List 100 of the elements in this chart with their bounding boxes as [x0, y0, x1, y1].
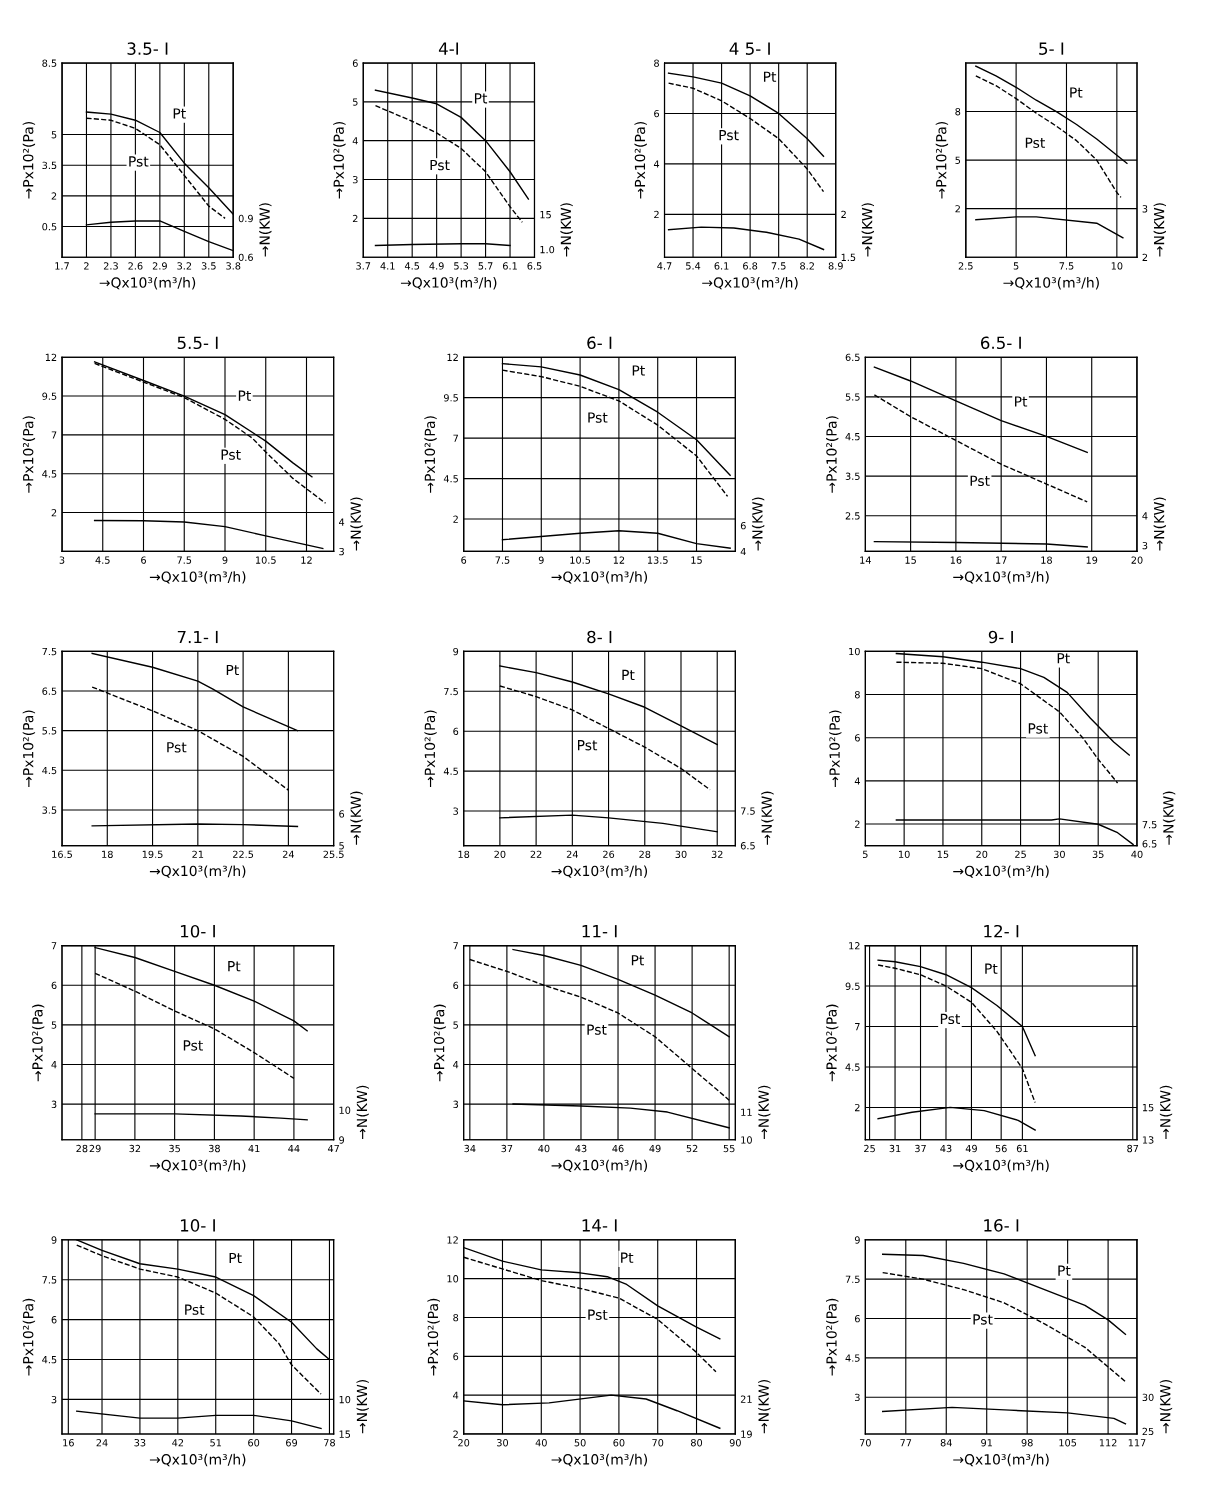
x-axis-title: →Qx10³(m³/h)	[149, 865, 246, 878]
x-tick-label: 6.8	[743, 262, 758, 270]
x-tick-label: 10.5	[570, 556, 591, 564]
x-tick-label: 26	[603, 850, 615, 858]
chart-title: 16- I	[984, 1219, 1019, 1232]
x-tick-label: 18	[1041, 556, 1052, 564]
y-axis-title: →Px10²(Pa)	[433, 1004, 447, 1082]
y-tick-label: 9.5	[845, 982, 860, 990]
y2-axis-title: →N(KW)	[560, 203, 573, 257]
x-tick-label: 90	[729, 1439, 741, 1447]
y-tick-label: 6.5	[845, 353, 860, 362]
x-tick-label: 6.1	[502, 262, 517, 270]
x-tick-label: 70	[859, 1439, 871, 1447]
y-tick-label: 12	[45, 353, 57, 361]
y-tick-label: 6	[654, 109, 660, 118]
chart-title: 9- I	[988, 630, 1013, 644]
x-tick-label: 6.5	[527, 262, 542, 270]
x-tick-label: 6	[141, 556, 146, 564]
x-tick-label: 7.5	[1059, 262, 1074, 270]
y-tick-label: 10	[447, 1275, 459, 1283]
y2-tick-label: 11	[741, 1108, 752, 1116]
y-tick-label: 12	[447, 1236, 458, 1244]
x-tick-label: 12	[613, 556, 625, 564]
x-tick-label: 3.8	[226, 262, 241, 270]
y-tick-label: 4.5	[42, 1356, 57, 1364]
x-tick-label: 25	[1015, 850, 1026, 858]
y2-axis-title: →N(KW)	[1153, 497, 1166, 551]
y-tick-label: 6	[453, 727, 459, 736]
y-tick-label: 4	[453, 1391, 459, 1399]
y-tick-label: 5	[51, 1021, 57, 1029]
series-label: Pt	[226, 664, 239, 676]
x-tick-label: 87	[1127, 1144, 1139, 1153]
series-label: Pst	[1025, 137, 1045, 148]
x-axis-title: →Qx10³(m³/h)	[953, 571, 1049, 584]
x-tick-label: 51	[210, 1439, 222, 1447]
x-tick-label: 32	[711, 850, 723, 858]
y-tick-label: 7	[51, 942, 57, 950]
y2-axis-title: →N(KW)	[259, 203, 272, 257]
y-tick-label: 3.5	[42, 161, 57, 170]
series-label: Pt	[1057, 653, 1070, 664]
y2-tick-label: 3	[1142, 541, 1148, 550]
x-tick-label: 10.5	[255, 556, 276, 564]
x-tick-label: 19.5	[142, 850, 163, 858]
y-tick-label: 4.5	[42, 766, 57, 775]
x-tick-label: 16.5	[52, 850, 72, 858]
series-label: Pt	[474, 93, 488, 104]
y-tick-label: 4.5	[42, 470, 57, 478]
y2-axis-title: →N(KW)	[861, 203, 875, 257]
y2-tick-label: 4	[740, 548, 746, 556]
x-axis-title: →Qx10³(m³/h)	[99, 277, 196, 290]
y2-tick-label: 30	[1142, 1393, 1154, 1402]
y2-tick-label: 19	[741, 1430, 752, 1438]
series-label: Pst	[940, 1013, 961, 1025]
y-tick-label: 2	[453, 1430, 458, 1438]
x-tick-label: 21	[192, 850, 204, 858]
x-tick-label: 4.9	[429, 262, 444, 270]
x-tick-label: 1.7	[55, 262, 69, 270]
x-tick-label: 25.5	[323, 850, 344, 858]
x-tick-label: 3.5	[201, 262, 216, 270]
x-tick-label: 41	[248, 1144, 260, 1153]
x-axis-title: →Qx10³(m³/h)	[1003, 277, 1099, 290]
chart-title: 12- I	[984, 924, 1019, 938]
x-tick-label: 24	[282, 850, 295, 858]
y-tick-label: 7.5	[42, 1276, 57, 1284]
y2-tick-label: 10	[339, 1395, 351, 1404]
y2-tick-label: 10	[339, 1106, 351, 1114]
x-tick-label: 6	[461, 556, 467, 564]
x-tick-label: 38	[208, 1144, 220, 1153]
chart-title: 6.5- I	[980, 336, 1021, 350]
y-tick-label: 2.5	[845, 512, 860, 520]
y-tick-label: 3	[453, 807, 459, 815]
y2-tick-label: 6	[740, 521, 746, 530]
x-tick-label: 16	[63, 1439, 74, 1447]
x-tick-label: 78	[324, 1439, 335, 1447]
series-label: Pt	[173, 108, 186, 119]
chart-title: 8- I	[587, 630, 612, 644]
x-tick-label: 84	[940, 1439, 952, 1447]
y2-axis-title: →N(KW)	[1162, 791, 1176, 845]
series-label: Pst	[578, 740, 598, 751]
y-tick-label: 9	[51, 1236, 57, 1244]
y-axis-title: →Px10²(Pa)	[424, 416, 437, 493]
y-axis-title: →Px10²(Pa)	[826, 1298, 839, 1376]
x-tick-label: 15	[937, 850, 949, 858]
y-tick-label: 8	[654, 59, 659, 67]
y2-tick-label: 6.5	[740, 842, 755, 850]
series-label: Pt	[763, 71, 777, 82]
x-tick-label: 30	[1053, 850, 1065, 858]
x-axis-title: →Qx10³(m³/h)	[149, 1159, 246, 1173]
x-tick-label: 40	[535, 1439, 547, 1447]
y2-tick-label: 10	[741, 1136, 752, 1144]
x-tick-label: 15	[905, 556, 916, 564]
x-tick-label: 14	[860, 556, 871, 564]
x-tick-label: 29	[89, 1144, 101, 1153]
x-tick-label: 4.7	[657, 262, 672, 270]
series-label: Pt	[1058, 1265, 1071, 1276]
y-tick-label: 5	[352, 98, 358, 106]
y2-tick-label: 6	[339, 810, 345, 818]
x-tick-label: 20	[494, 850, 506, 858]
x-tick-label: 5.7	[478, 262, 493, 270]
series-label: Pst	[183, 1040, 203, 1051]
